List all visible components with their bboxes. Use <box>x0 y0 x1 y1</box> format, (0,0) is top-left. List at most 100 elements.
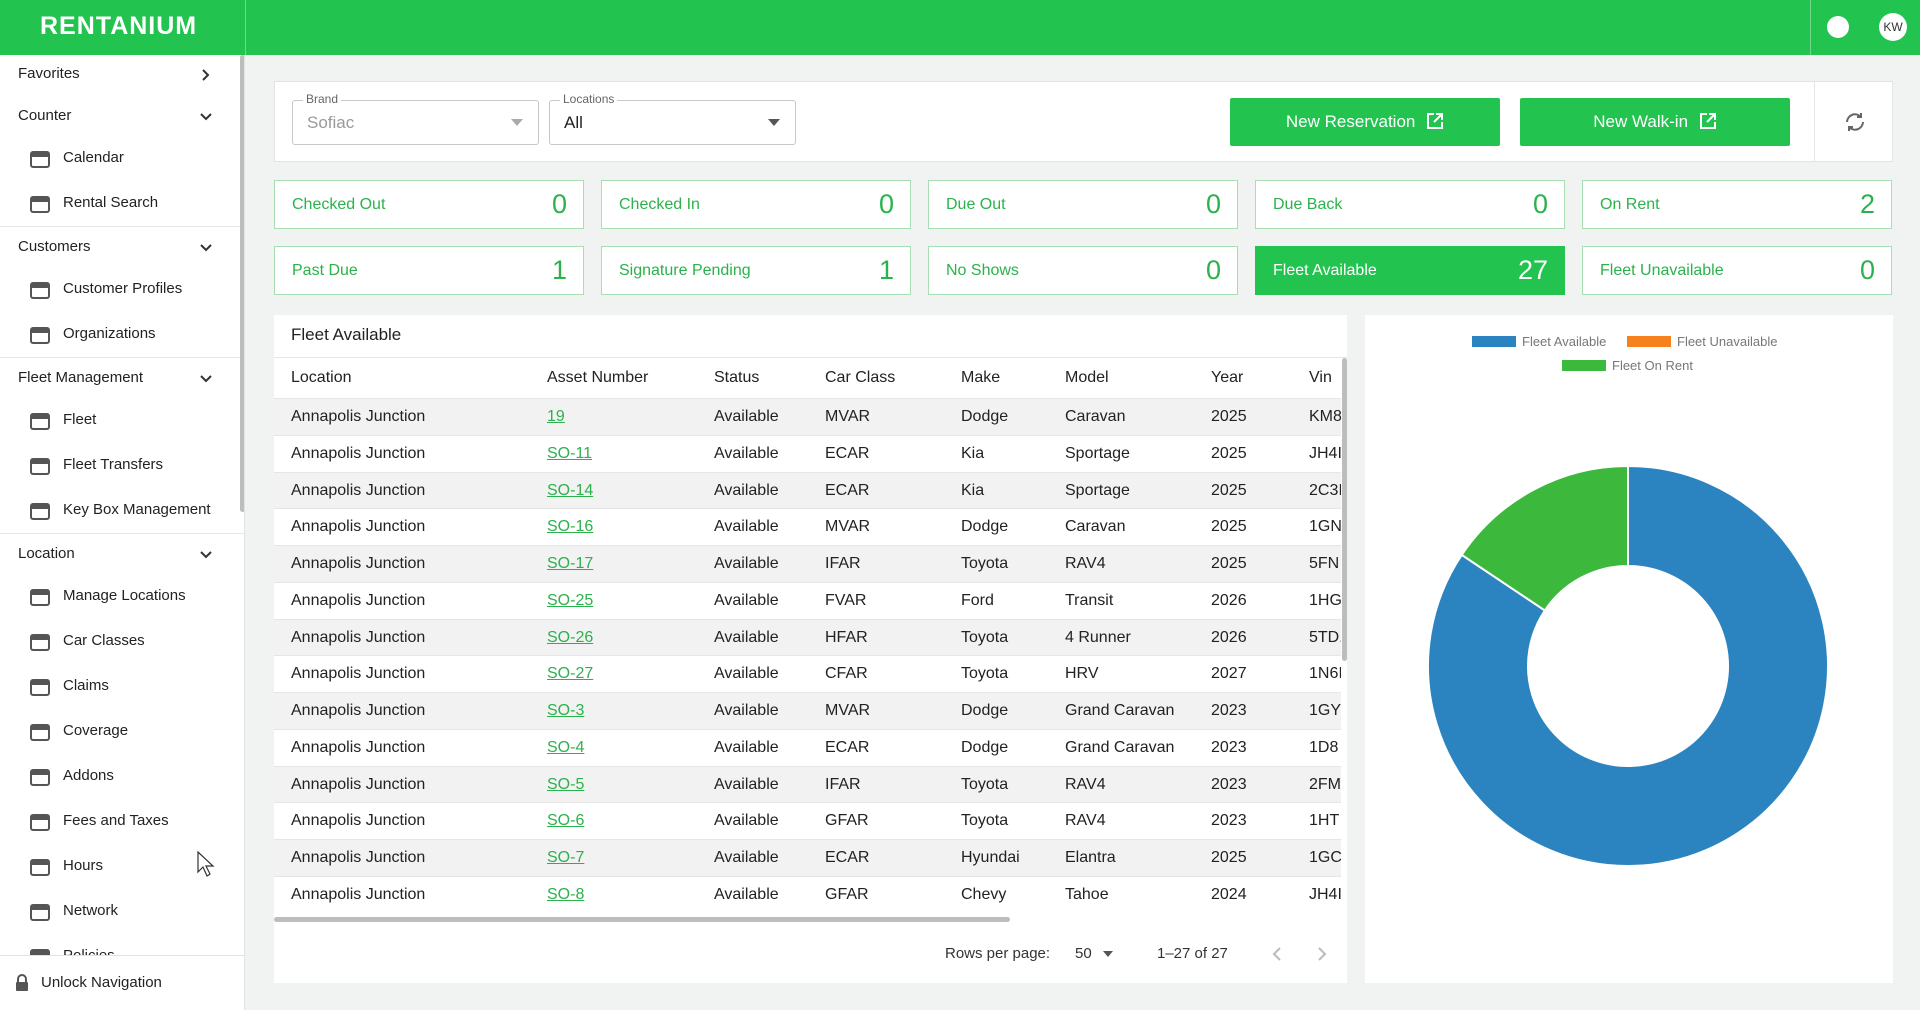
table-cell: KM8 <box>1309 408 1341 425</box>
table-cell: JH4I <box>1309 885 1341 903</box>
nav-item[interactable]: Car Classes <box>63 632 145 649</box>
asset-link[interactable]: SO-27 <box>547 665 594 683</box>
table-cell: ECAR <box>825 849 870 866</box>
nav-item[interactable]: Coverage <box>63 722 129 739</box>
nav-section[interactable]: Location <box>18 545 75 562</box>
table-cell: Available <box>714 665 779 683</box>
asset-link[interactable]: SO-8 <box>547 885 585 903</box>
table-row: Annapolis Junction SO-16 Available MVAR Dodg… <box>274 508 1341 545</box>
status-card[interactable]: Signature Pending 1 <box>601 246 911 295</box>
status-card[interactable]: Due Out 0 <box>928 180 1238 229</box>
asset-link[interactable]: SO-14 <box>547 481 594 499</box>
nav-section[interactable]: Counter <box>18 107 72 124</box>
table-cell: Annapolis Junction <box>291 518 426 536</box>
nav-item[interactable]: Fleet <box>63 411 97 428</box>
chart: Fleet Available Fleet Unavailable Fleet On… <box>1427 334 1829 867</box>
nav-item[interactable]: Customer Profiles <box>63 280 183 297</box>
table-cell: Grand Caravan <box>1065 702 1175 719</box>
table-cell: Caravan <box>1065 518 1126 536</box>
sidebar-footer: Unlock Navigation <box>0 955 245 1010</box>
external-icon <box>1427 113 1444 129</box>
nav-item[interactable]: Manage Locations <box>63 587 186 604</box>
asset-link[interactable]: SO-6 <box>547 812 585 830</box>
nav-item[interactable]: Network <box>63 902 119 919</box>
nav-section[interactable]: Fleet Management <box>18 369 144 386</box>
asset-link[interactable]: SO-17 <box>547 555 594 572</box>
asset-link[interactable]: SO-25 <box>547 591 594 609</box>
card-value: 2 <box>1859 189 1875 219</box>
action-button[interactable]: New Walk-in <box>1520 98 1790 146</box>
table-cell: 1GN <box>1309 518 1341 536</box>
legend-label: Fleet On Rent <box>1612 358 1693 373</box>
nav-item[interactable]: Fleet Transfers <box>63 456 164 473</box>
column-header: Model <box>1065 369 1109 386</box>
table-cell: ECAR <box>825 481 870 499</box>
nav-item[interactable]: Organizations <box>63 325 156 342</box>
status-card[interactable]: Past Due 1 <box>274 246 584 295</box>
asset-link[interactable]: SO-3 <box>547 702 585 719</box>
icon-shape <box>1846 113 1864 131</box>
nav-section[interactable]: Customers <box>18 238 91 255</box>
action-button[interactable]: New Reservation <box>1230 98 1500 146</box>
table-cell: Annapolis Junction <box>291 591 426 609</box>
status-card[interactable]: Fleet Unavailable 0 <box>1582 246 1892 295</box>
section-divider <box>0 533 244 534</box>
nav-item[interactable]: Calendar <box>63 149 124 166</box>
asset-link[interactable]: SO-16 <box>547 518 594 536</box>
nav-item[interactable]: Key Box Management <box>63 501 211 518</box>
asset-link[interactable]: SO-4 <box>547 738 585 756</box>
page-nav <box>1272 947 1327 961</box>
table-cell: IFAR <box>825 555 861 572</box>
sidebar-scroll-thumb <box>240 55 244 512</box>
nav-item[interactable]: Fees and Taxes <box>63 812 169 829</box>
status-card[interactable]: Checked In 0 <box>601 180 911 229</box>
table-cell: Kia <box>961 481 985 499</box>
status-card[interactable]: Due Back 0 <box>1255 180 1565 229</box>
card-label: Fleet Unavailable <box>1600 262 1724 279</box>
table-cell: HRV <box>1065 665 1099 683</box>
column-header: Asset Number <box>547 369 649 386</box>
nav-item[interactable]: Addons <box>63 767 114 784</box>
table-cell: MVAR <box>825 518 871 536</box>
status-card[interactable]: No Shows 0 <box>928 246 1238 295</box>
asset-link[interactable]: SO-11 <box>547 444 593 462</box>
table-divider <box>274 357 1347 358</box>
avatar[interactable]: KW <box>1879 13 1907 41</box>
select[interactable]: Locations All <box>549 92 796 145</box>
nav-item[interactable]: Rental Search <box>63 194 159 211</box>
asset-link[interactable]: SO-5 <box>547 775 585 793</box>
table-cell: Available <box>714 812 779 830</box>
filter-panel: Brand Sofiac Locations All New Reservation N… <box>274 81 1893 162</box>
icon-shape <box>31 860 49 865</box>
arrow <box>768 119 780 126</box>
status-card[interactable]: On Rent 2 <box>1582 180 1892 229</box>
asset-link[interactable]: 19 <box>547 408 565 425</box>
table-cell: Kia <box>961 444 985 462</box>
nav-item[interactable]: Hours <box>63 857 104 874</box>
icon-shape <box>31 905 49 910</box>
select: Brand Sofiac <box>292 92 539 145</box>
rows-per-page[interactable]: 50 <box>1075 945 1092 962</box>
refresh-icon <box>1846 113 1864 131</box>
table-cell: Available <box>714 849 779 866</box>
table-cell: 5FN <box>1309 555 1340 572</box>
table-cell: MVAR <box>825 408 871 425</box>
table-cell: Toyota <box>961 812 1009 830</box>
icon-shape <box>1699 113 1716 129</box>
card-value: 0 <box>1205 255 1221 285</box>
status-card[interactable]: Fleet Available 27 <box>1255 246 1565 295</box>
table-cell: Available <box>714 591 779 609</box>
nav-item[interactable]: Claims <box>63 677 109 694</box>
card-value: 1 <box>551 255 567 285</box>
status-card[interactable]: Checked Out 0 <box>274 180 584 229</box>
lock-icon <box>16 974 28 991</box>
table-cell: 2026 <box>1211 628 1247 646</box>
table-cell: Available <box>714 775 779 793</box>
unlock-navigation[interactable]: Unlock Navigation <box>41 974 162 991</box>
nav-icon <box>30 413 50 430</box>
asset-link[interactable]: SO-26 <box>547 628 594 646</box>
help-icon[interactable] <box>1827 16 1849 38</box>
asset-link[interactable]: SO-7 <box>547 849 585 866</box>
nav-section[interactable]: Favorites <box>18 65 80 82</box>
legend-swatch <box>1627 336 1671 347</box>
